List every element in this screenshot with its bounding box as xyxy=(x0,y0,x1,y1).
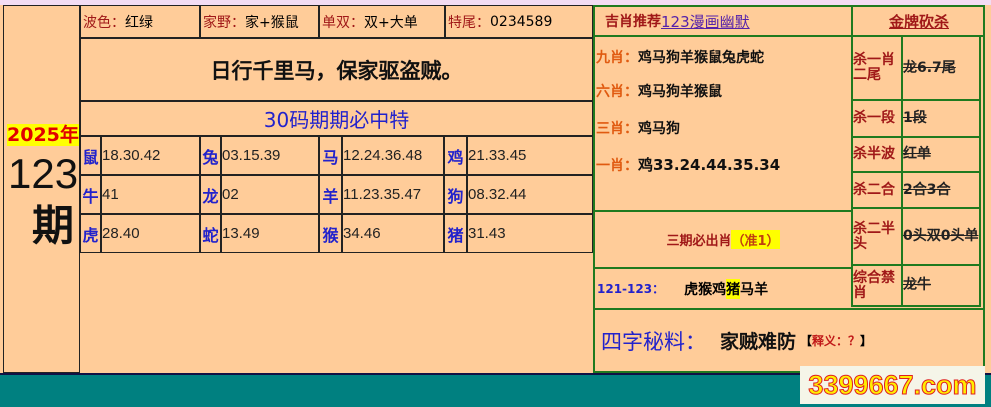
zodiac-name: 猴 xyxy=(319,214,342,253)
wave-color: 波色： 红绿 xyxy=(80,5,200,38)
kill-row: 杀二半头 0头双0头单 xyxy=(851,209,981,266)
recommend-link[interactable]: 123漫画幽默 xyxy=(661,12,750,31)
zodiac-numbers: 34.46 xyxy=(342,214,444,253)
zodiac-name: 羊 xyxy=(319,175,342,214)
zodiac-name: 蛇 xyxy=(200,214,221,253)
odd-even: 单双： 双+大单 xyxy=(319,5,445,38)
pick-six: 六肖： 鸡马狗羊猴鼠 xyxy=(596,84,722,100)
kill-value: 红单 xyxy=(903,138,981,171)
recommend-title: 吉肖推荐 123漫画幽默 xyxy=(605,12,750,31)
pick-one: 一肖： 鸡33.24.44.35.34 xyxy=(596,156,781,174)
kill-label: 杀一段 xyxy=(853,101,903,136)
zodiac-name: 兔 xyxy=(200,136,221,175)
issue-column: 2025年 123 期 xyxy=(3,5,80,373)
kill-row: 杀二合 2合3合 xyxy=(851,173,981,209)
subtitle: 30码期期必中特 xyxy=(80,101,593,136)
main-panel xyxy=(0,5,991,373)
kill-title: 金牌砍杀 xyxy=(851,7,985,35)
zodiac-name: 鸡 xyxy=(444,136,467,175)
pick-nine: 九肖： 鸡马狗羊猴鼠兔虎蛇 xyxy=(596,49,764,66)
issue-number: 123 xyxy=(8,150,79,197)
issue-suffix: 期 xyxy=(32,201,75,250)
zodiac-name: 牛 xyxy=(80,175,101,214)
zodiac-name: 虎 xyxy=(80,214,101,253)
zodiac-grid: (function(){ const d=JSON.parse(document… xyxy=(80,136,593,253)
zodiac-numbers: 02 xyxy=(221,175,319,214)
kill-value: 1段 xyxy=(903,101,981,136)
zodiac-numbers: 11.23.35.47 xyxy=(342,175,444,214)
watermark-logo: 3399667.com xyxy=(800,366,985,404)
right-panel xyxy=(593,5,985,373)
kill-label: 杀二合 xyxy=(853,173,903,207)
kill-row: 杀一肖二尾 龙6.7尾 xyxy=(851,37,981,101)
picks-list: 九肖： 鸡马狗羊猴鼠兔虎蛇 六肖： 鸡马狗羊猴鼠 三肖： 鸡马狗 一肖： 鸡33.24.… xyxy=(596,40,850,183)
zodiac-numbers: 03.15.39 xyxy=(221,136,319,175)
info-header: 波色： 红绿 家野： 家+猴鼠 单双： 双+大单 特尾： 0234589 xyxy=(80,5,593,38)
kill-value: 0头双0头单 xyxy=(903,209,981,264)
kill-label: 综合禁肖 xyxy=(853,266,903,305)
kill-label: 杀二半头 xyxy=(853,209,903,264)
divider xyxy=(595,35,985,37)
kill-value: 2合3合 xyxy=(903,173,981,207)
zodiac-name: 狗 xyxy=(444,175,467,214)
slogan: 日行千里马，保家驱盗贼。 xyxy=(80,38,593,101)
zodiac-row: 牛 41 龙 02 羊 11.23.35.47 狗 08.32.44 xyxy=(80,175,593,214)
pick-three: 三肖： 鸡马狗 xyxy=(596,120,680,137)
zodiac-row: 鼠 18.30.42 兔 03.15.39 马 12.24.36.48 鸡 21.33.45 xyxy=(80,136,593,175)
zodiac-row: 虎 28.40 蛇 13.49 猴 34.46 猪 31.43 xyxy=(80,214,593,253)
special-tail: 特尾： 0234589 xyxy=(445,5,593,38)
zodiac-numbers: 28.40 xyxy=(101,214,200,253)
three-period: 三期必出肖 （准1） xyxy=(595,210,851,267)
zodiac-numbers: 13.49 xyxy=(221,214,319,253)
zodiac-name: 猪 xyxy=(444,214,467,253)
zodiac-numbers: 12.24.36.48 xyxy=(342,136,444,175)
home-wild: 家野： 家+猴鼠 xyxy=(200,5,319,38)
kill-row: 杀一段 1段 xyxy=(851,101,981,138)
history: 121-123： 虎猴鸡猪马羊 xyxy=(595,267,851,308)
zodiac-numbers: 41 xyxy=(101,175,200,214)
kill-table: (function(){ const d=JSON.parse(document… xyxy=(851,37,981,307)
kill-label: 杀一肖二尾 xyxy=(853,37,903,99)
kill-label: 杀半波 xyxy=(853,138,903,171)
zodiac-numbers: 08.32.44 xyxy=(467,175,593,214)
zodiac-name: 龙 xyxy=(200,175,221,214)
year-label: 2025年 xyxy=(7,124,79,146)
secret-row: 四字秘料： 家贼难防 【释义：？】 xyxy=(595,308,985,371)
kill-row: 杀半波 红单 xyxy=(851,138,981,173)
kill-value: 龙牛 xyxy=(903,266,981,305)
zodiac-numbers: 18.30.42 xyxy=(101,136,200,175)
zodiac-numbers: 21.33.45 xyxy=(467,136,593,175)
kill-row: 综合禁肖 龙牛 xyxy=(851,266,981,307)
zodiac-numbers: 31.43 xyxy=(467,214,593,253)
zodiac-name: 马 xyxy=(319,136,342,175)
kill-value: 龙6.7尾 xyxy=(903,37,981,99)
zodiac-name: 鼠 xyxy=(80,136,101,175)
